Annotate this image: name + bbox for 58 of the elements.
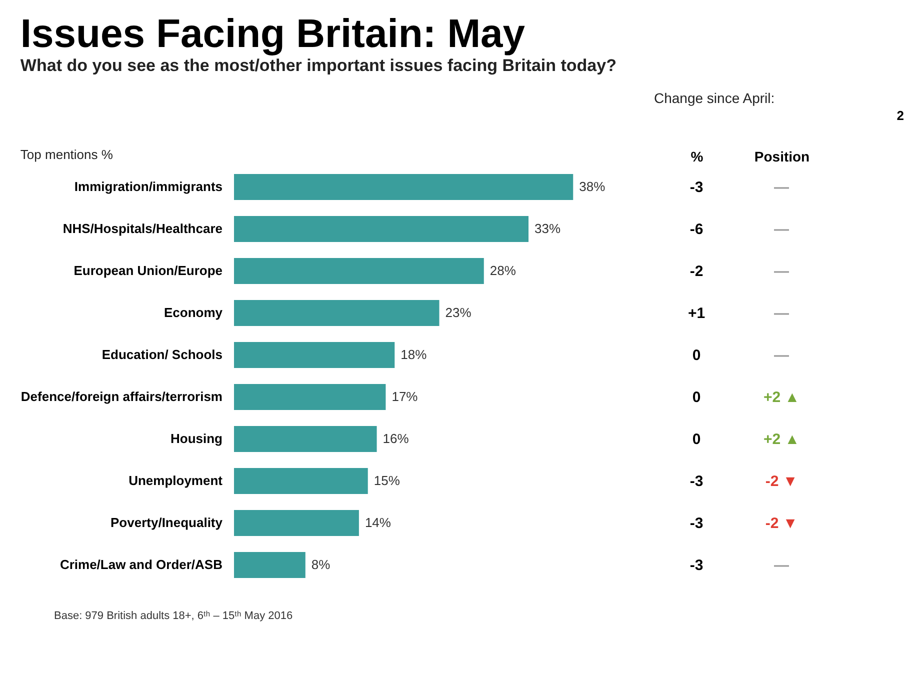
text: Position [754, 148, 810, 164]
chart-subtitle: What do you see as the most/other important issues facing Britain today? [20, 56, 616, 75]
data-label: 33% [534, 221, 561, 236]
data-label: 17% [392, 389, 418, 404]
bar [234, 552, 306, 578]
chart-title: Issues Facing Britain: May [20, 12, 526, 56]
text: % [690, 148, 704, 164]
text: -3 [690, 515, 704, 532]
bar [234, 426, 377, 452]
text: -2 ▼ [765, 473, 798, 490]
text: Change since April: [654, 90, 775, 106]
text: — [774, 347, 789, 364]
text: — [774, 263, 789, 280]
data-label: 14% [364, 515, 392, 530]
data-label: 28% [490, 263, 516, 278]
text: -3 [690, 473, 704, 490]
bar [234, 342, 395, 368]
bar [234, 216, 529, 242]
bar [234, 300, 440, 326]
y-tick-label: Education/ Schools [102, 347, 222, 362]
text: -3 [690, 179, 704, 196]
text: -3 [690, 557, 704, 574]
text: — [774, 305, 789, 322]
text: -6 [690, 221, 704, 238]
text: — [774, 557, 789, 574]
data-label: 16% [382, 431, 410, 446]
text: -2 [690, 263, 704, 280]
y-tick-label: NHS/Hospitals/Healthcare [62, 221, 222, 236]
data-label: 38% [579, 179, 606, 194]
y-tick-label: Immigration/immigrants [74, 179, 222, 194]
text: — [774, 221, 789, 238]
text: Top mentions % [20, 147, 114, 162]
y-tick-label: Economy [164, 305, 224, 320]
text: 0 [692, 347, 701, 364]
bar [234, 174, 574, 200]
bar [234, 258, 484, 284]
bar [234, 384, 386, 410]
text: +2 ▲ [763, 389, 800, 406]
y-tick-label: Defence/foreign affairs/terrorism [20, 389, 222, 404]
text: +1 [688, 305, 706, 322]
text: 0 [692, 431, 701, 448]
data-label: 15% [374, 473, 400, 488]
y-tick-label: Crime/Law and Order/ASB [60, 557, 222, 572]
y-tick-label: European Union/Europe [74, 263, 222, 278]
text: Base: 979 British adults 18+, 6ᵗʰ – 15ᵗʰ May 2016 [54, 610, 293, 622]
data-label: 18% [400, 347, 428, 362]
y-tick-label: Unemployment [128, 473, 224, 488]
bar [234, 468, 368, 494]
text: +2 ▲ [763, 431, 800, 448]
text: -2 ▼ [765, 515, 798, 532]
text: — [774, 179, 789, 196]
data-label: 8% [311, 557, 331, 572]
y-tick-label: Housing [170, 431, 223, 446]
bar [234, 510, 359, 536]
y-tick-label: Poverty/Inequality [110, 515, 224, 530]
data-label: 23% [445, 305, 472, 320]
text: 2 [896, 108, 904, 123]
text: 0 [692, 389, 701, 406]
